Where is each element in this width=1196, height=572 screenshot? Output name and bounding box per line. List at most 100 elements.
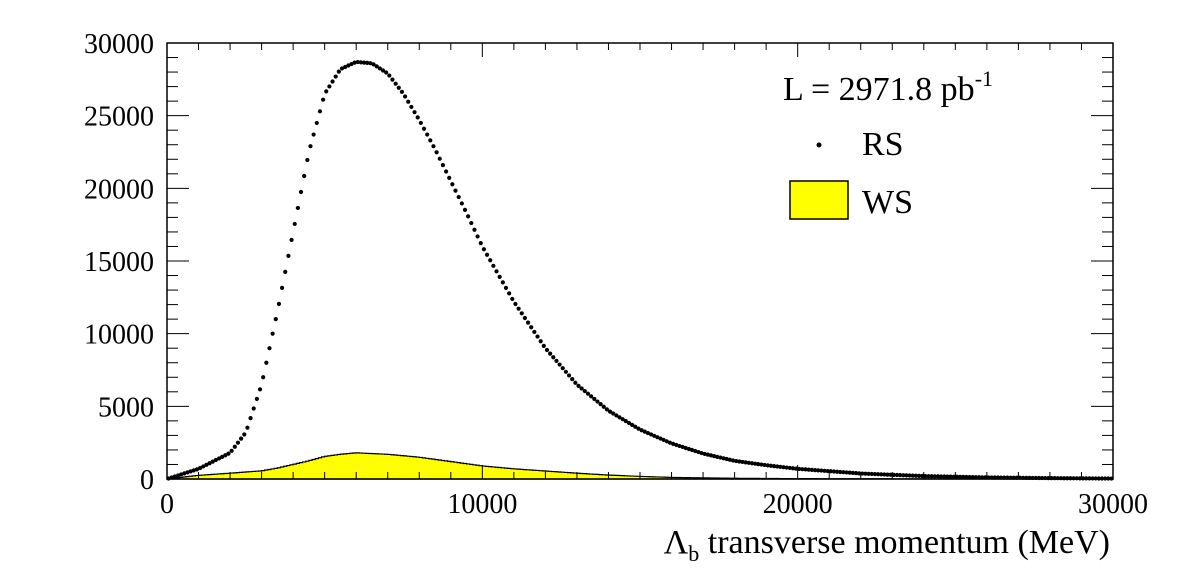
rs-data-point: [198, 465, 203, 471]
rs-data-point: [302, 173, 307, 179]
rs-data-point: [746, 460, 751, 465]
rs-data-point: [525, 320, 531, 325]
rs-data-point: [753, 461, 758, 466]
rs-data-point: [825, 468, 830, 474]
rs-data-point: [838, 469, 843, 475]
rs-data-point: [346, 63, 351, 68]
rs-data-point: [967, 474, 972, 480]
rs-data-point: [885, 472, 890, 477]
rs-data-point: [828, 469, 833, 474]
rs-data-point: [942, 474, 947, 479]
rs-data-point: [680, 444, 685, 450]
rs-data-point: [327, 84, 332, 89]
x-axis-label-text: transverse momentum (MeV): [699, 524, 1110, 561]
rs-data-point: [866, 471, 871, 476]
rs-data-point: [522, 315, 528, 321]
rs-data-point: [242, 432, 247, 437]
rs-data-point: [822, 468, 827, 473]
rs-data-point: [396, 85, 401, 90]
rs-data-point: [686, 446, 691, 452]
rs-data-point: [551, 355, 556, 360]
rs-data-point: [961, 474, 966, 480]
rs-data-point: [393, 81, 398, 86]
rs-data-point: [860, 471, 865, 476]
rs-data-point: [863, 471, 868, 476]
rs-data-point: [412, 110, 417, 115]
rs-data-point: [280, 285, 285, 290]
rs-data-point: [923, 474, 928, 479]
legend: L = 2971.8 pb-1 RS WS: [783, 66, 993, 221]
rs-data-point: [320, 97, 326, 102]
rs-data-point: [308, 144, 313, 149]
y-tick-label: 20000: [84, 174, 154, 205]
rs-data-point: [724, 456, 729, 462]
rs-data-point: [699, 450, 704, 456]
rs-data-point: [466, 214, 471, 219]
rs-data-point: [223, 453, 228, 458]
rs-data-point: [642, 429, 647, 434]
rs-data-point: [674, 442, 679, 448]
y-tick-label: 25000: [84, 102, 154, 133]
rs-data-point: [229, 448, 234, 453]
rs-data-point: [775, 464, 780, 469]
rs-data-point: [658, 436, 663, 441]
rs-data-point: [491, 263, 496, 268]
rs-data-point: [484, 252, 490, 257]
rs-data-point: [510, 296, 515, 302]
y-tick-label: 10000: [84, 320, 154, 351]
rs-data-point: [579, 386, 584, 391]
x-axis-label: Λb transverse momentum (MeV): [664, 524, 1110, 566]
rs-data-point: [762, 462, 767, 468]
rs-data-point: [951, 474, 956, 479]
rs-data-point: [611, 411, 616, 416]
rs-data-point: [797, 466, 802, 472]
rs-data-point: [771, 464, 777, 469]
rs-data-point: [481, 247, 487, 252]
rs-data-point: [872, 471, 878, 477]
rs-data-point: [529, 325, 534, 330]
rs-data-point: [696, 449, 701, 455]
rs-data-point: [447, 175, 452, 180]
rs-data-point: [957, 474, 963, 479]
rs-data-point: [563, 369, 569, 374]
rs-data-point: [437, 156, 442, 161]
rs-data-point: [421, 126, 427, 131]
rs-data-point: [283, 269, 288, 274]
rs-data-point: [920, 473, 925, 479]
rs-data-point: [970, 475, 975, 480]
rs-data-point: [712, 454, 717, 459]
rs-data-point: [702, 451, 707, 457]
rs-data-point: [254, 396, 259, 402]
rs-data-point: [639, 428, 644, 433]
rs-data-point: [500, 280, 505, 285]
rs-data-point: [636, 426, 641, 431]
rs-data-point: [948, 474, 953, 479]
rs-data-point: [239, 436, 244, 441]
axis-tick-labels: 0 10000 20000 30000 0 5000 10000 15000 20000 2500…: [84, 29, 1148, 520]
rs-data-point: [286, 253, 291, 259]
rs-data-point: [276, 301, 282, 306]
rs-data-point: [232, 444, 237, 449]
rs-data-point: [932, 474, 937, 479]
x-tick-label: 10000: [447, 489, 517, 520]
rs-data-point: [557, 362, 562, 367]
rs-data-point: [453, 188, 458, 193]
rs-data-point: [298, 189, 304, 195]
rs-data-point: [623, 418, 628, 424]
rs-data-point: [248, 416, 253, 421]
rs-data-point: [626, 420, 632, 426]
y-tick-label: 30000: [84, 29, 154, 60]
rs-data-point: [358, 60, 364, 65]
rs-data-point: [595, 399, 600, 404]
legend-rs-marker: [816, 142, 822, 148]
rs-data-point: [535, 334, 540, 339]
rs-data-point: [507, 291, 512, 296]
rs-data-point: [589, 394, 594, 399]
rs-data-point: [759, 462, 764, 467]
rs-data-point: [541, 343, 546, 348]
rs-data-point: [743, 460, 748, 465]
rs-data-point: [756, 462, 761, 467]
rs-data-point: [324, 89, 329, 94]
rs-data-point: [428, 138, 433, 143]
rs-data-point: [380, 68, 386, 73]
